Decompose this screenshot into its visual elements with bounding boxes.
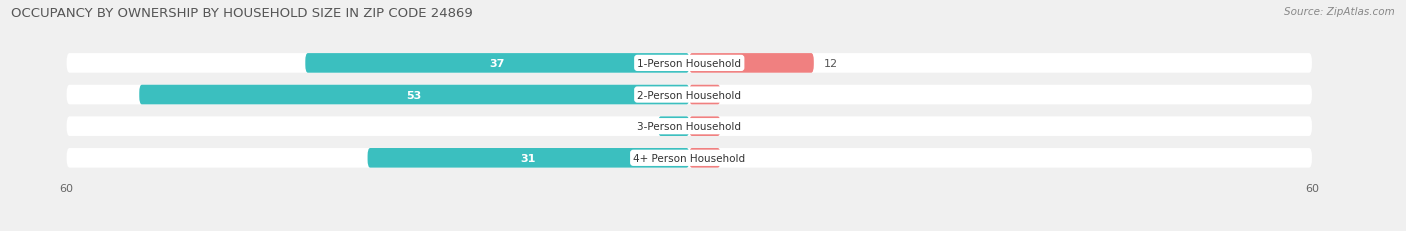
- FancyBboxPatch shape: [66, 85, 1312, 105]
- Text: 31: 31: [520, 153, 536, 163]
- Text: 37: 37: [489, 59, 505, 69]
- FancyBboxPatch shape: [66, 117, 1312, 136]
- Text: 0: 0: [731, 90, 738, 100]
- FancyBboxPatch shape: [689, 117, 720, 136]
- FancyBboxPatch shape: [305, 54, 689, 73]
- FancyBboxPatch shape: [689, 85, 720, 105]
- FancyBboxPatch shape: [689, 148, 720, 168]
- FancyBboxPatch shape: [66, 54, 1312, 73]
- FancyBboxPatch shape: [66, 148, 1312, 168]
- Text: 3-Person Household: 3-Person Household: [637, 122, 741, 132]
- Text: 12: 12: [824, 59, 838, 69]
- Text: 4+ Person Household: 4+ Person Household: [633, 153, 745, 163]
- FancyBboxPatch shape: [367, 148, 689, 168]
- FancyBboxPatch shape: [139, 85, 689, 105]
- Text: 0: 0: [731, 122, 738, 132]
- FancyBboxPatch shape: [689, 54, 814, 73]
- FancyBboxPatch shape: [658, 117, 689, 136]
- Text: 0: 0: [643, 122, 650, 132]
- Text: 1-Person Household: 1-Person Household: [637, 59, 741, 69]
- Text: 0: 0: [731, 153, 738, 163]
- Text: OCCUPANCY BY OWNERSHIP BY HOUSEHOLD SIZE IN ZIP CODE 24869: OCCUPANCY BY OWNERSHIP BY HOUSEHOLD SIZE…: [11, 7, 472, 20]
- Text: 53: 53: [406, 90, 422, 100]
- Text: 2-Person Household: 2-Person Household: [637, 90, 741, 100]
- Text: Source: ZipAtlas.com: Source: ZipAtlas.com: [1284, 7, 1395, 17]
